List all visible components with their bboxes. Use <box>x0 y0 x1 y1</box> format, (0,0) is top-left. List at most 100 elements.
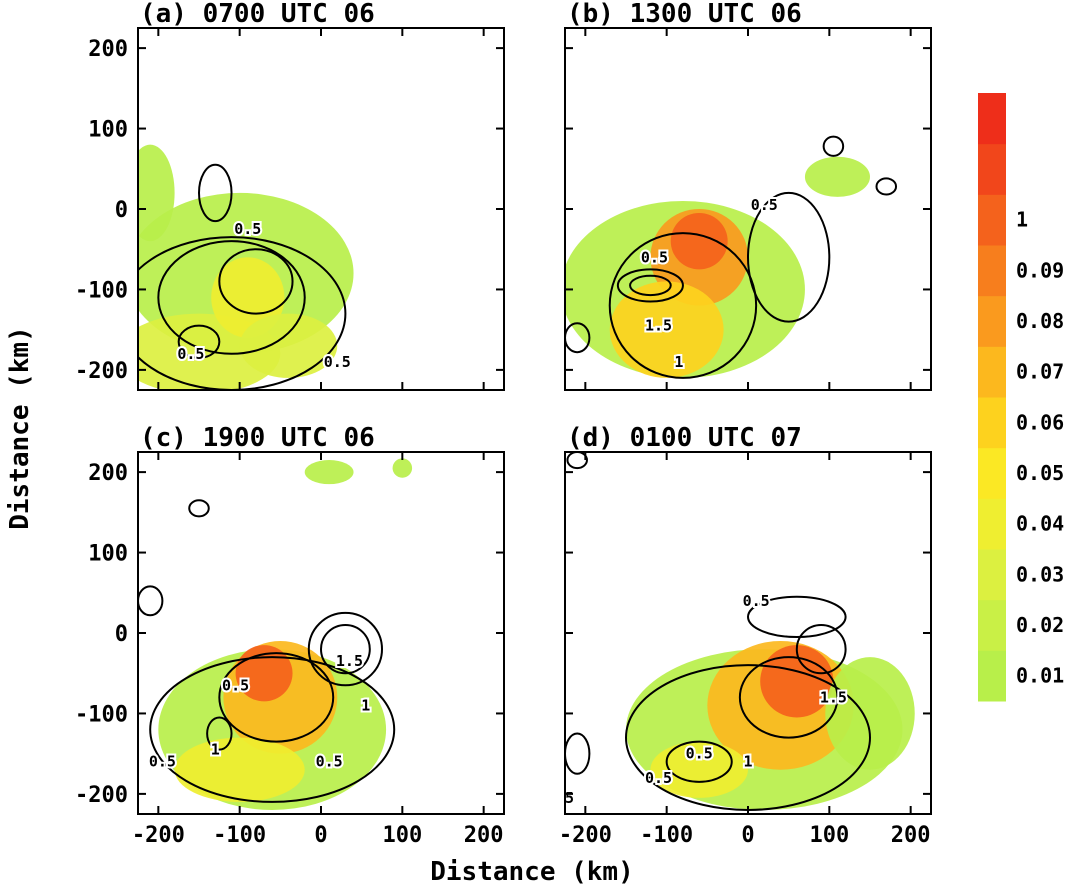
contour-label: 1.5 <box>645 317 672 335</box>
colorbar-segment <box>978 295 1006 347</box>
contour-line <box>138 585 164 617</box>
x-tick-label: 200 <box>464 823 504 848</box>
shaded-region <box>304 460 354 485</box>
colorbar-label: 0.07 <box>1016 360 1064 384</box>
colorbar-label: 0.04 <box>1016 512 1064 536</box>
y-tick-label: -200 <box>75 359 128 384</box>
contour-label: 0.5 <box>641 248 668 266</box>
shaded-region <box>239 313 338 378</box>
contour-line <box>747 595 847 639</box>
x-tick-label: -200 <box>132 823 185 848</box>
x-tick-label: 200 <box>891 823 931 848</box>
colorbar: 0.01 0.02 0.03 0.04 0.05 0.06 0.07 0.08 0.09 1 <box>978 93 1064 702</box>
contour-line <box>738 656 839 739</box>
colorbar-segment <box>978 143 1006 195</box>
y-tick-label: 200 <box>88 37 128 62</box>
contour-label: 0.5 <box>177 345 204 363</box>
colorbar-segment <box>978 599 1006 651</box>
panel-d: 0.5 1.5 1 0.5 0.5 .5 -200 -100 0 100 200 (d) 0100 U… <box>559 423 932 848</box>
contour-line <box>566 452 588 470</box>
contour-line <box>188 499 210 518</box>
contour-label: 0.5 <box>222 676 249 694</box>
contour-line <box>307 611 383 687</box>
shaded-region <box>138 144 175 242</box>
contour-line <box>218 248 294 315</box>
colorbar-segment <box>978 346 1006 398</box>
shaded-region <box>650 741 748 798</box>
x-tick-label: 100 <box>809 823 849 848</box>
contour-line <box>218 652 335 743</box>
shaded-region <box>392 458 413 478</box>
contour-label: 1 <box>743 753 752 771</box>
contour-label: 0.5 <box>645 769 672 787</box>
contour-line <box>565 322 591 354</box>
contour-line <box>875 177 898 196</box>
colorbar-segment <box>978 447 1006 499</box>
x-tick-label: -100 <box>640 823 693 848</box>
shaded-region <box>670 213 728 270</box>
contour-label: 0.5 <box>751 196 778 214</box>
contour-line <box>795 623 847 675</box>
colorbar-segment <box>978 498 1006 550</box>
contour-label: 1 <box>361 696 370 714</box>
y-axis-title: Distance (km) <box>5 326 35 530</box>
contour-line <box>157 240 306 355</box>
contour-line <box>320 623 371 675</box>
contour-label: 0.5 <box>743 592 770 610</box>
y-tick-label: 0 <box>115 198 128 223</box>
contour-label: 1 <box>674 353 683 371</box>
contour-label: 0.5 <box>686 745 713 763</box>
panel-title: (c) 1900 UTC 06 <box>140 423 375 453</box>
contour-line <box>177 324 221 359</box>
x-axis-title: Distance (km) <box>430 857 634 887</box>
y-tick-label: 200 <box>88 461 128 486</box>
colorbar-label: 0.09 <box>1016 258 1064 282</box>
panel-c: 0.5 1.5 1 1 0.5 0.5 -200 -100 0 100 200 -200 -100 0 10… <box>75 423 505 848</box>
shaded-region <box>609 281 724 378</box>
colorbar-segment <box>978 397 1006 449</box>
contour-label: 1 <box>211 741 220 759</box>
colorbar-label: 0.06 <box>1016 410 1064 434</box>
contour-line <box>149 656 396 803</box>
y-tick-label: 100 <box>88 542 128 567</box>
y-tick-label: 0 <box>115 622 128 647</box>
colorbar-label: 0.02 <box>1016 613 1064 637</box>
contour-line <box>565 732 591 775</box>
contour-line <box>616 268 684 303</box>
panel-title: (d) 0100 UTC 07 <box>567 423 802 453</box>
y-tick-label: -100 <box>75 702 128 727</box>
shaded-region <box>174 737 305 802</box>
y-tick-label: 100 <box>88 118 128 143</box>
panel-title: (b) 1300 UTC 06 <box>567 0 802 29</box>
colorbar-segment <box>978 93 1006 145</box>
y-tick-label: -200 <box>75 783 128 808</box>
colorbar-label: 0.01 <box>1016 664 1064 688</box>
shaded-region <box>825 657 915 770</box>
contour-label: 0.5 <box>234 220 261 238</box>
contour-line <box>198 163 233 223</box>
contour-line <box>608 232 758 379</box>
contour-line <box>747 191 831 323</box>
x-tick-label: -200 <box>559 823 612 848</box>
colorbar-segment <box>978 245 1006 297</box>
contour-line <box>665 740 733 783</box>
colorbar-segment <box>978 549 1006 601</box>
colorbar-label: 0.03 <box>1016 562 1064 586</box>
contour-line <box>138 236 347 390</box>
contour-label: 0.5 <box>316 753 343 771</box>
contour-label: 1.5 <box>336 652 363 670</box>
colorbar-label: 0.05 <box>1016 461 1064 485</box>
panel-b: 0.5 0.5 1.51 (b) 1300 UTC 06 <box>564 0 932 391</box>
contour-line <box>206 716 233 751</box>
panel-a: 0.5 0.5 0.5 -200 -100 0 100 200 (a) 0700 UTC 06 <box>75 0 505 391</box>
colorbar-label: 1 <box>1016 208 1028 232</box>
x-tick-label: 100 <box>382 823 422 848</box>
x-tick-label: 0 <box>314 823 327 848</box>
y-tick-label: -100 <box>75 278 128 303</box>
contour-label: 0.5 <box>149 753 176 771</box>
panel-title: (a) 0700 UTC 06 <box>140 0 375 29</box>
x-tick-label: 0 <box>741 823 754 848</box>
contour-line <box>629 274 672 297</box>
